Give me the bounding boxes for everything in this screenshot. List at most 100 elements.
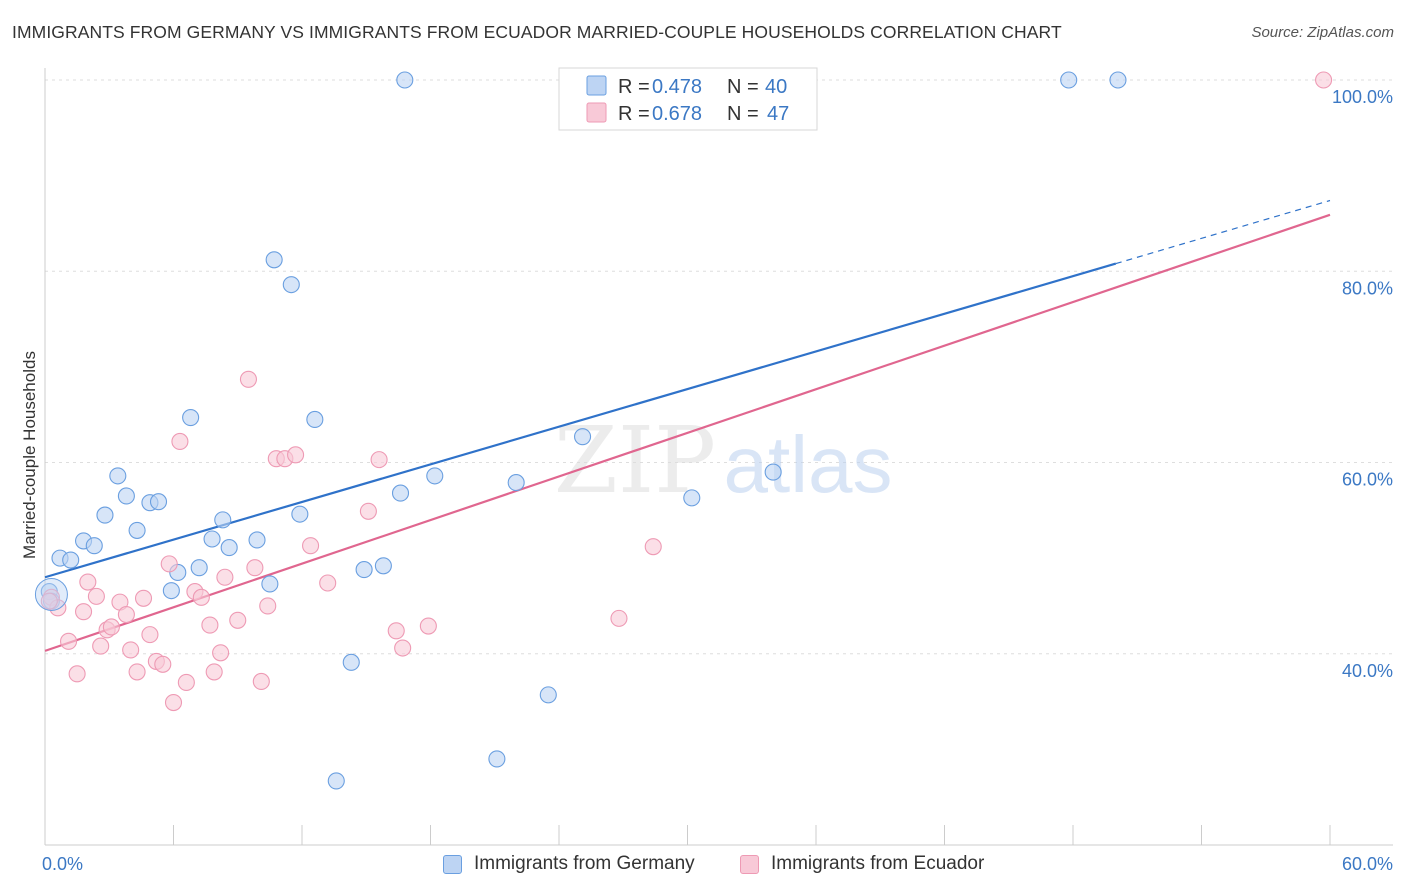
- point-germany: [574, 428, 592, 446]
- point-ecuador: [122, 641, 140, 659]
- point-ecuador: [192, 588, 210, 606]
- x-tick-label: 0.0%: [42, 854, 83, 874]
- bottom-legend-swatch-germany: [443, 854, 462, 874]
- point-ecuador: [141, 626, 159, 644]
- trendline-extension-germany: [1115, 199, 1331, 265]
- point-ecuador: [79, 573, 97, 591]
- point-germany: [182, 409, 200, 427]
- point-germany: [1109, 71, 1127, 89]
- point-germany: [539, 686, 557, 704]
- point-germany: [203, 530, 221, 548]
- point-germany: [190, 559, 208, 577]
- legend-n-label-ecuador: N =: [727, 103, 759, 125]
- point-ecuador: [171, 432, 189, 451]
- point-germany: [85, 537, 103, 555]
- point-ecuador: [287, 446, 305, 464]
- point-ecuador: [205, 663, 223, 681]
- y-axis-label: Married-couple Households: [20, 351, 39, 559]
- point-ecuador: [134, 589, 153, 607]
- point-ecuador: [160, 555, 178, 573]
- bottom-legend-label-germany: Immigrants from Germany: [474, 853, 695, 874]
- bottom-legend-ecuador: Immigrants from Ecuador: [740, 850, 984, 878]
- point-ecuador: [387, 622, 405, 640]
- y-tick-label: 40.0%: [1342, 661, 1393, 681]
- top-legend: R = 0.478 N = 40 R = 0.678 N = 47: [558, 67, 818, 131]
- point-germany-large: [34, 577, 68, 611]
- point-ecuador: [259, 597, 277, 615]
- axes: [44, 68, 1393, 846]
- point-germany: [396, 71, 414, 89]
- point-ecuador: [319, 574, 337, 592]
- point-germany: [342, 653, 360, 671]
- point-ecuador: [644, 538, 662, 556]
- tick-labels: 40.0% 60.0% 80.0% 100.0% 0.0% 60.0%: [42, 87, 1393, 874]
- point-ecuador: [610, 609, 628, 627]
- point-ecuador: [302, 537, 320, 555]
- point-ecuador: [40, 592, 58, 610]
- point-germany: [248, 531, 266, 549]
- legend-r-value-ecuador: 0.678: [652, 103, 702, 125]
- point-germany: [96, 506, 114, 524]
- point-ecuador: [216, 568, 234, 586]
- trendline-germany: [44, 262, 1117, 579]
- point-germany: [117, 487, 135, 505]
- watermark-atlas: atlas: [724, 420, 893, 509]
- legend-n-value-germany: 40: [765, 76, 787, 98]
- point-germany: [128, 521, 146, 539]
- point-ecuador: [92, 637, 110, 655]
- point-germany: [282, 276, 300, 294]
- point-ecuador: [60, 632, 78, 650]
- point-ecuador: [154, 655, 172, 673]
- point-germany: [764, 463, 782, 481]
- point-germany: [488, 750, 506, 768]
- point-ecuador: [75, 603, 93, 621]
- legend-r-label-germany: R =: [618, 76, 650, 98]
- point-ecuador: [370, 451, 388, 469]
- point-germany: [507, 474, 525, 492]
- legend-n-label-germany: N =: [727, 76, 759, 98]
- trendline-ecuador: [44, 213, 1331, 652]
- point-germany: [261, 575, 279, 593]
- bottom-legend-swatch-ecuador: [740, 854, 759, 874]
- point-germany: [426, 467, 444, 485]
- point-ecuador: [164, 693, 183, 712]
- point-ecuador: [177, 673, 195, 691]
- point-ecuador: [394, 639, 412, 657]
- y-tick-label: 100.0%: [1332, 87, 1393, 107]
- point-germany: [306, 410, 324, 429]
- legend-r-value-germany: 0.478: [652, 76, 702, 98]
- point-germany: [214, 511, 232, 529]
- point-ecuador: [419, 617, 437, 635]
- legend-r-label-ecuador: R =: [618, 103, 650, 125]
- legend-swatch-ecuador: [586, 102, 607, 123]
- point-germany: [162, 582, 180, 600]
- bottom-legend-germany: Immigrants from Germany: [443, 850, 695, 878]
- bottom-legend-label-ecuador: Immigrants from Ecuador: [771, 853, 985, 874]
- point-germany: [291, 505, 309, 523]
- legend-swatch-germany: [586, 75, 607, 96]
- point-germany: [374, 557, 392, 575]
- point-germany: [62, 551, 80, 569]
- point-ecuador: [359, 502, 377, 520]
- point-ecuador: [1315, 71, 1333, 89]
- point-ecuador: [239, 370, 258, 388]
- point-germany: [327, 772, 345, 790]
- point-germany: [355, 561, 373, 579]
- y-tick-label: 80.0%: [1342, 278, 1393, 298]
- data-points: [34, 71, 1333, 790]
- chart-source: Source: ZipAtlas.com: [1251, 24, 1394, 41]
- chart-title: IMMIGRANTS FROM GERMANY VS IMMIGRANTS FR…: [12, 22, 1062, 42]
- point-germany: [149, 493, 168, 511]
- point-ecuador: [117, 605, 135, 624]
- point-germany: [683, 489, 701, 507]
- x-tick-label: 60.0%: [1342, 854, 1393, 874]
- point-germany: [109, 467, 127, 485]
- legend-n-value-ecuador: 47: [767, 103, 789, 125]
- point-germany: [1060, 71, 1078, 89]
- point-germany: [391, 484, 410, 502]
- point-germany: [220, 539, 238, 557]
- point-germany: [265, 251, 283, 269]
- point-ecuador: [212, 644, 230, 662]
- point-ecuador: [128, 663, 146, 681]
